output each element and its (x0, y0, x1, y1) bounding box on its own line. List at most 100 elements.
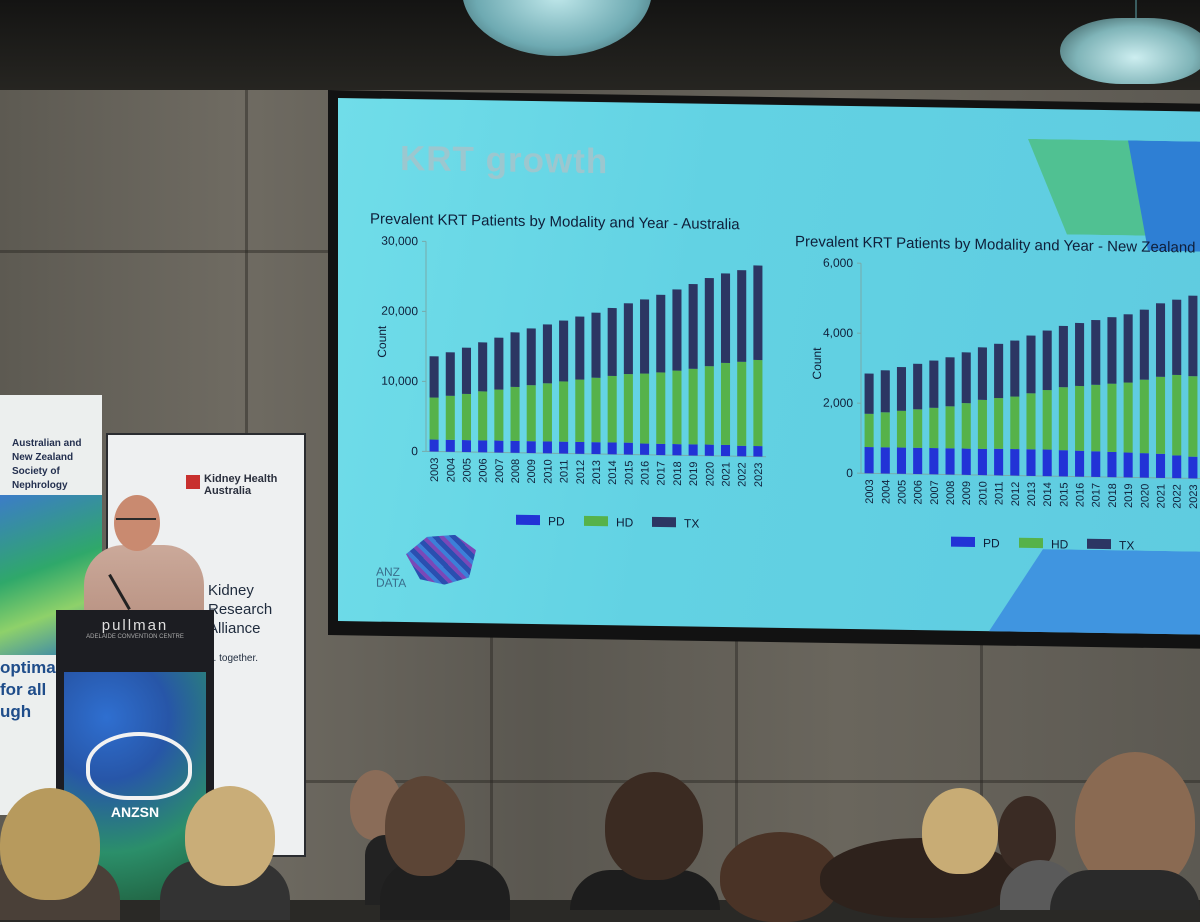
x-tick-label: 2015 (1058, 482, 1070, 507)
bar-hd-2020 (705, 366, 714, 445)
bar-hd-2020 (1140, 380, 1149, 454)
bar-tx-2013 (591, 313, 600, 378)
x-tick-label: 2004 (445, 458, 457, 483)
bar-tx-2021 (1156, 303, 1165, 377)
lamp-cord (1135, 0, 1137, 20)
bar-tx-2018 (1107, 317, 1116, 384)
bar-pd-2022 (1172, 455, 1181, 478)
bar-pd-2008 (511, 441, 520, 453)
bar-tx-2003 (865, 374, 874, 414)
bar-hd-2008 (946, 406, 955, 448)
wall-panel-joint (0, 250, 330, 253)
bar-tx-2021 (721, 273, 730, 363)
banner-society-text: Australian and New Zealand Society of Ne… (12, 437, 81, 493)
y-tick-label: 6,000 (823, 256, 853, 270)
bar-tx-2010 (543, 324, 552, 383)
glasses-icon (116, 518, 156, 526)
bar-tx-2005 (897, 367, 906, 411)
y-tick-label: 2,000 (823, 396, 853, 410)
bar-hd-2004 (881, 412, 890, 447)
legend-swatch-tx (1087, 539, 1111, 549)
x-tick-label: 2022 (1172, 484, 1184, 509)
audience-head (922, 788, 998, 874)
x-tick-label: 2013 (591, 460, 603, 485)
bar-pd-2008 (946, 448, 955, 474)
x-tick-label: 2007 (494, 458, 506, 483)
bar-pd-2006 (478, 440, 487, 452)
bar-hd-2011 (994, 398, 1003, 449)
x-tick-label: 2006 (478, 458, 490, 483)
bar-tx-2006 (913, 364, 922, 410)
bar-pd-2019 (1124, 452, 1133, 477)
bar-hd-2003 (865, 414, 874, 447)
bar-pd-2014 (608, 442, 617, 454)
bar-hd-2015 (624, 374, 633, 443)
bar-tx-2013 (1026, 335, 1035, 393)
legend-label-tx: TX (1119, 538, 1134, 552)
bar-hd-2007 (929, 408, 938, 448)
x-tick-label: 2003 (429, 457, 441, 482)
bar-hd-2009 (527, 385, 536, 441)
x-tick-label: 2007 (929, 480, 941, 505)
audience-member (1050, 870, 1200, 910)
bar-pd-2020 (1140, 453, 1149, 478)
anzsn-logo-icon (86, 732, 192, 800)
x-tick-label: 2014 (607, 460, 619, 485)
x-tick-label: 2010 (542, 459, 554, 484)
bar-tx-2023 (1188, 296, 1197, 377)
bar-hd-2021 (721, 363, 730, 445)
anzdata-logo: ANZ DATA (376, 529, 496, 606)
kidney-research-title: Kidney Research Alliance (208, 581, 272, 638)
bar-tx-2020 (1140, 310, 1149, 380)
bar-hd-2016 (1075, 386, 1084, 451)
x-tick-label: 2013 (1026, 482, 1038, 507)
bar-hd-2009 (962, 403, 971, 449)
bar-tx-2003 (430, 356, 439, 397)
bar-pd-2023 (1188, 457, 1197, 479)
bar-tx-2011 (994, 344, 1003, 398)
x-tick-label: 2020 (704, 462, 716, 487)
bar-hd-2003 (430, 398, 439, 440)
podium-sub: ADELAIDE CONVENTION CENTRE (56, 634, 214, 640)
bar-pd-2005 (897, 448, 906, 474)
bar-pd-2019 (689, 444, 698, 455)
bar-tx-2011 (559, 320, 568, 381)
x-tick-label: 2017 (1091, 483, 1103, 508)
x-tick-label: 2009 (961, 481, 973, 506)
bar-pd-2007 (929, 448, 938, 474)
bar-pd-2009 (527, 441, 536, 453)
x-tick-label: 2023 (1188, 484, 1200, 509)
bar-tx-2008 (511, 332, 520, 387)
bar-hd-2018 (1107, 384, 1116, 452)
audience-head (0, 788, 100, 900)
bar-hd-2012 (575, 380, 584, 442)
bar-tx-2005 (462, 348, 471, 394)
x-tick-label: 2009 (526, 459, 538, 484)
bar-tx-2023 (753, 265, 762, 360)
x-tick-label: 2020 (1139, 484, 1151, 509)
bar-tx-2004 (446, 352, 455, 396)
audience-head (185, 786, 275, 886)
y-tick-label: 0 (411, 444, 418, 458)
bar-pd-2005 (462, 440, 471, 452)
x-tick-label: 2018 (1107, 483, 1119, 508)
x-tick-label: 2010 (977, 481, 989, 506)
x-tick-label: 2008 (945, 481, 957, 506)
bar-tx-2012 (575, 317, 584, 380)
x-tick-label: 2006 (913, 480, 925, 505)
bar-pd-2015 (624, 443, 633, 455)
bar-pd-2010 (978, 449, 987, 475)
bar-hd-2007 (494, 389, 503, 440)
bar-tx-2009 (527, 328, 536, 385)
x-tick-label: 2015 (623, 460, 635, 485)
bar-hd-2017 (1091, 385, 1100, 452)
bar-tx-2016 (1075, 323, 1084, 386)
bar-pd-2010 (543, 441, 552, 453)
bar-pd-2018 (1107, 452, 1116, 477)
bar-tx-2006 (478, 342, 487, 391)
pendant-lamp (1060, 18, 1200, 84)
y-tick-label: 30,000 (381, 234, 418, 249)
bar-tx-2020 (705, 278, 714, 366)
